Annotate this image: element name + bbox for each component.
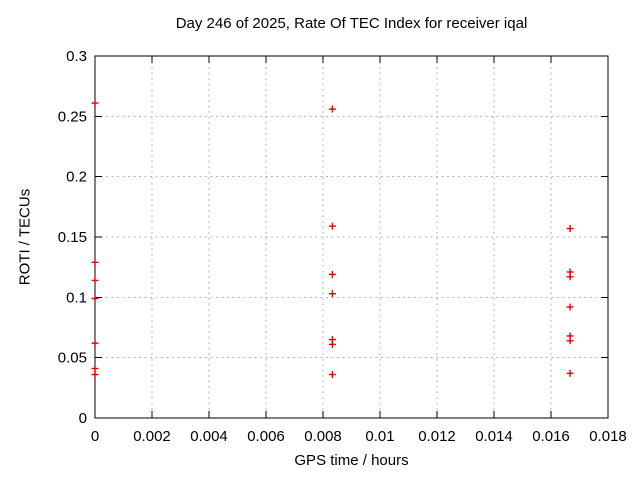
x-tick-label: 0.01	[365, 428, 394, 445]
x-tick-label: 0.016	[532, 428, 570, 445]
y-tick-label: 0	[79, 410, 87, 427]
y-tick-label: 0.25	[58, 108, 87, 125]
x-tick-label: 0	[91, 428, 99, 445]
x-tick-label: 0.008	[304, 428, 342, 445]
x-tick-label: 0.014	[475, 428, 513, 445]
x-tick-label: 0.006	[247, 428, 285, 445]
y-tick-label: 0.1	[66, 289, 87, 306]
x-axis-label: GPS time / hours	[294, 452, 409, 469]
x-tick-label: 0.012	[418, 428, 456, 445]
y-tick-label: 0.05	[58, 350, 87, 367]
y-tick-label: 0.3	[66, 48, 87, 65]
x-tick-label: 0.018	[589, 428, 627, 445]
y-tick-label: 0.15	[58, 229, 87, 246]
x-tick-label: 0.002	[133, 428, 171, 445]
y-tick-label: 0.2	[66, 169, 87, 186]
x-tick-label: 0.004	[190, 428, 228, 445]
chart-title: Day 246 of 2025, Rate Of TEC Index for r…	[175, 15, 528, 32]
